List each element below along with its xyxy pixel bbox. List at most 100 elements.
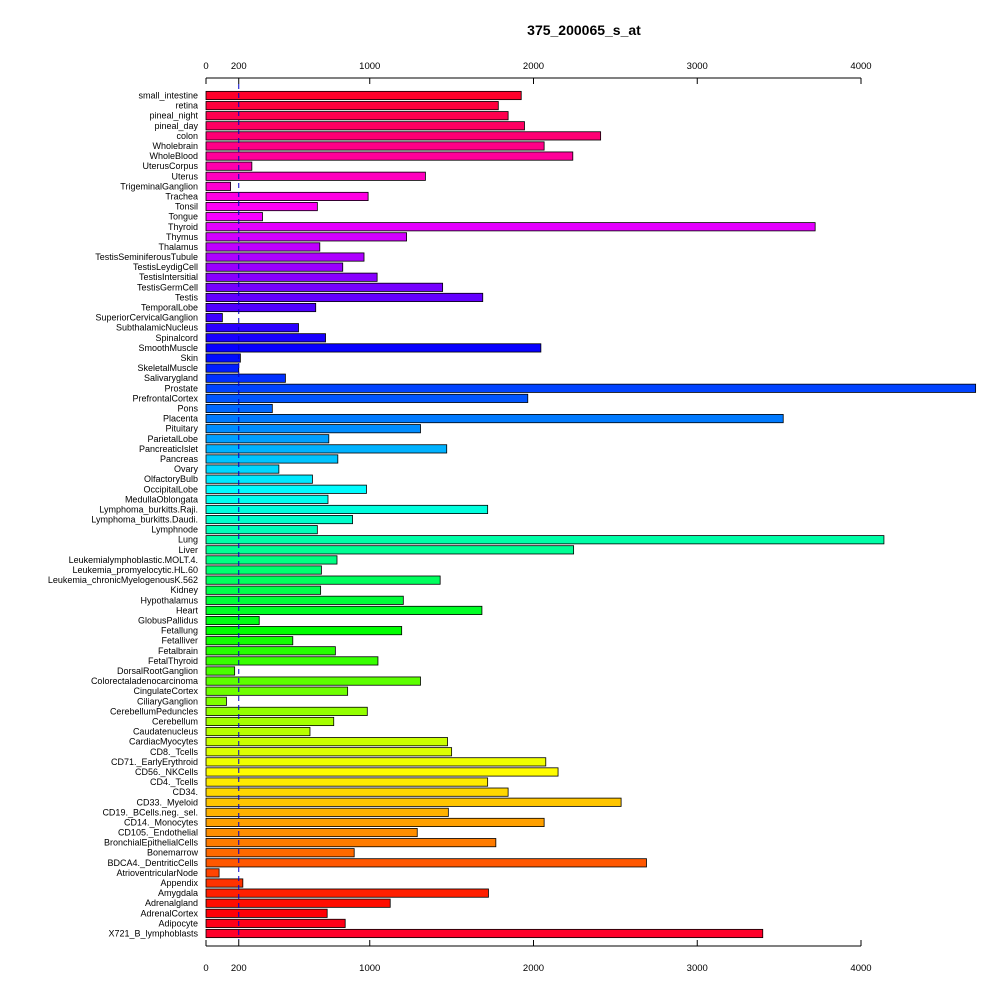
bar-TrigeminalGanglion bbox=[205, 181, 231, 191]
bar-SkeletalMuscle bbox=[205, 363, 240, 373]
bar-retina bbox=[205, 101, 499, 111]
bar-DorsalRootGanglion bbox=[205, 666, 236, 676]
category-label: Fetalbrain bbox=[158, 646, 198, 656]
bar-Bonemarrow bbox=[205, 848, 355, 858]
category-label: Testis bbox=[175, 292, 199, 302]
bar-PrefrontalCortex bbox=[205, 393, 529, 403]
bar-CardiacMyocytes bbox=[205, 737, 448, 747]
category-label: Adrenalgland bbox=[145, 898, 198, 908]
bar-ParietalLobe bbox=[205, 434, 330, 444]
category-label: SkeletalMuscle bbox=[137, 363, 198, 373]
bar-pineal_day bbox=[205, 121, 525, 131]
top-x-axis: 0 200 1000 2000 3000 4000 bbox=[203, 61, 872, 84]
category-label: CD34. bbox=[172, 787, 198, 797]
category-label: Leukemia_chronicMyelogenousK.562 bbox=[48, 575, 198, 585]
bar-SuperiorCervicalGanglion bbox=[205, 313, 223, 323]
bar-Prostate bbox=[205, 383, 977, 393]
category-label: Leukemialymphoblastic.MOLT.4. bbox=[69, 555, 198, 565]
bar-Placenta bbox=[205, 414, 784, 424]
axis-tick-label: 200 bbox=[231, 963, 247, 974]
bar-Thalamus bbox=[205, 242, 321, 252]
category-label: Uterus bbox=[171, 171, 198, 181]
bar-Fetalbrain bbox=[205, 646, 336, 656]
category-label: Lymphoma_burkitts.Daudi. bbox=[91, 515, 198, 525]
bar-Lymphoma_burkitts.Daudi. bbox=[205, 515, 353, 525]
category-label: Prostate bbox=[164, 383, 198, 393]
category-label: Trachea bbox=[165, 191, 198, 201]
bar-Fetallung bbox=[205, 626, 403, 636]
category-label: Lymphnode bbox=[151, 525, 198, 535]
bar-SubthalamicNucleus bbox=[205, 323, 299, 333]
bar-Liver bbox=[205, 545, 575, 555]
category-label: X721_B_lymphoblasts bbox=[108, 929, 198, 939]
bar-Leukemia_promyelocytic.HL.60 bbox=[205, 565, 322, 575]
category-label: TrigeminalGanglion bbox=[120, 181, 198, 191]
category-label: Adipocyte bbox=[158, 918, 198, 928]
category-label: ParietalLobe bbox=[147, 434, 198, 444]
category-label: Lung bbox=[178, 535, 198, 545]
category-label: CingulateCortex bbox=[133, 686, 198, 696]
bar-CD33._Myeloid bbox=[205, 797, 622, 807]
category-label: Pancreas bbox=[160, 454, 199, 464]
category-label: Amygdala bbox=[158, 888, 198, 898]
category-label: CiliaryGanglion bbox=[137, 696, 198, 706]
category-label: PancreaticIslet bbox=[139, 444, 199, 454]
bar-Ovary bbox=[205, 464, 280, 474]
category-label: Thyroid bbox=[168, 222, 198, 232]
bar-Uterus bbox=[205, 171, 426, 181]
bar-WholeBlood bbox=[205, 151, 574, 161]
bar-CingulateCortex bbox=[205, 686, 349, 696]
category-label: CD4._Tcells bbox=[150, 777, 199, 787]
category-label: Cerebellum bbox=[152, 716, 198, 726]
category-label: BDCA4._DentriticCells bbox=[107, 858, 198, 868]
category-label: Pituitary bbox=[165, 424, 198, 434]
bar-small_intestine bbox=[205, 90, 522, 101]
bar-GlobusPallidus bbox=[205, 615, 260, 626]
category-label: Bonemarrow bbox=[147, 848, 199, 858]
axis-tick-label: 2000 bbox=[523, 61, 544, 72]
bar-TestisIntersitial bbox=[205, 272, 378, 282]
category-label: TestisLeydigCell bbox=[133, 262, 198, 272]
category-label: Caudatenucleus bbox=[133, 727, 199, 737]
bar-CD71._EarlyErythroid bbox=[205, 757, 547, 767]
bar-CD19._BCells.neg._sel. bbox=[205, 807, 449, 817]
category-label: Tonsil bbox=[175, 202, 198, 212]
category-label: pineal_day bbox=[154, 121, 198, 131]
bar-CD56._NKCells bbox=[205, 767, 559, 777]
bar-CD34. bbox=[205, 787, 509, 797]
category-labels-group: small_intestineretinapineal_nightpineal_… bbox=[48, 91, 199, 939]
category-label: PrefrontalCortex bbox=[132, 393, 198, 403]
category-label: Skin bbox=[180, 353, 198, 363]
bar-Adrenalgland bbox=[205, 898, 391, 908]
bar-UterusCorpus bbox=[205, 161, 253, 171]
category-label: colon bbox=[176, 131, 198, 141]
category-label: SuperiorCervicalGanglion bbox=[95, 313, 198, 323]
bar-Testis bbox=[205, 292, 484, 302]
category-label: Ovary bbox=[174, 464, 199, 474]
bar-Trachea bbox=[205, 191, 369, 202]
bar-Fetalliver bbox=[205, 636, 294, 646]
bar-Thyroid bbox=[205, 222, 816, 232]
bar-Adipocyte bbox=[205, 918, 346, 928]
category-label: Spinalcord bbox=[155, 333, 198, 343]
bar-Thymus bbox=[205, 232, 407, 242]
category-label: CerebellumPeduncles bbox=[110, 706, 199, 716]
bar-Spinalcord bbox=[205, 333, 326, 343]
bar-Tongue bbox=[205, 212, 263, 222]
category-label: Appendix bbox=[160, 878, 198, 888]
category-label: Wholebrain bbox=[152, 141, 198, 151]
category-label: CD14._Monocytes bbox=[124, 817, 199, 827]
bar-Lymphoma_burkitts.Raji. bbox=[205, 504, 489, 514]
bar-TestisSeminiferousTubule bbox=[205, 252, 365, 262]
bar-BronchialEpithelialCells bbox=[205, 838, 497, 848]
axis-tick-label: 3000 bbox=[687, 61, 708, 72]
category-label: CD8._Tcells bbox=[150, 747, 199, 757]
category-label: CD71._EarlyErythroid bbox=[111, 757, 198, 767]
bar-Cerebellum bbox=[205, 716, 335, 727]
bar-Skin bbox=[205, 353, 241, 363]
category-label: TestisSeminiferousTubule bbox=[95, 252, 198, 262]
category-label: Liver bbox=[178, 545, 198, 555]
bar-Hypothalamus bbox=[205, 595, 404, 605]
category-label: Tongue bbox=[168, 212, 198, 222]
